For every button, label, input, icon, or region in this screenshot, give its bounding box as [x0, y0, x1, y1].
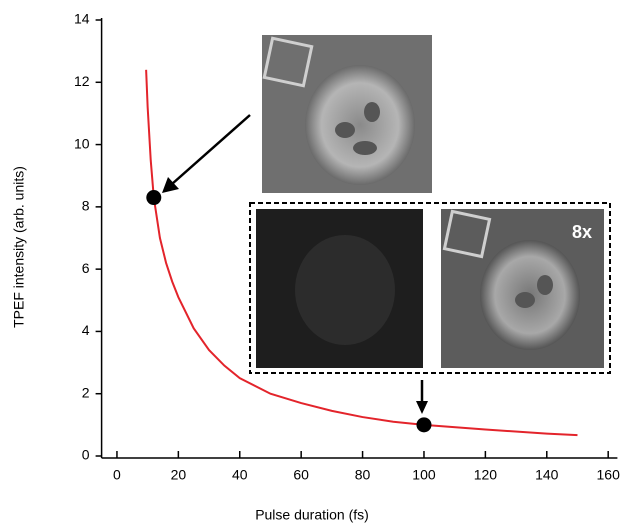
y-axis-label: TPEF intensity (arb. units) [11, 166, 27, 328]
x-tick-label: 80 [355, 467, 371, 483]
y-tick-label: 10 [74, 135, 90, 151]
x-tick-label: 120 [474, 467, 498, 483]
annotation: 8x [572, 222, 592, 242]
x-tick-label: 100 [412, 467, 436, 483]
data-point [416, 417, 432, 433]
x-tick-label: 160 [597, 467, 621, 483]
arrow [416, 380, 428, 414]
data-point [146, 190, 162, 206]
inset-image-dark [256, 209, 423, 368]
y-tick-label: 12 [74, 73, 90, 89]
y-tick-label: 0 [82, 447, 90, 463]
inset-image-top [262, 35, 432, 193]
y-tick-label: 6 [82, 260, 90, 276]
y-tick-label: 2 [82, 384, 90, 400]
y-tick-label: 14 [74, 11, 90, 27]
x-tick-label: 140 [535, 467, 559, 483]
inset-image-enhanced [441, 209, 604, 368]
inset-frame [249, 202, 611, 374]
x-tick-label: 40 [232, 467, 248, 483]
x-tick-label: 20 [171, 467, 187, 483]
x-axis-label: Pulse duration (fs) [255, 507, 369, 523]
x-tick-label: 60 [293, 467, 309, 483]
y-tick-label: 4 [82, 322, 90, 338]
x-tick-label: 0 [113, 467, 121, 483]
arrow [162, 114, 251, 193]
y-tick-label: 8 [82, 198, 90, 214]
curve [145, 69, 578, 437]
